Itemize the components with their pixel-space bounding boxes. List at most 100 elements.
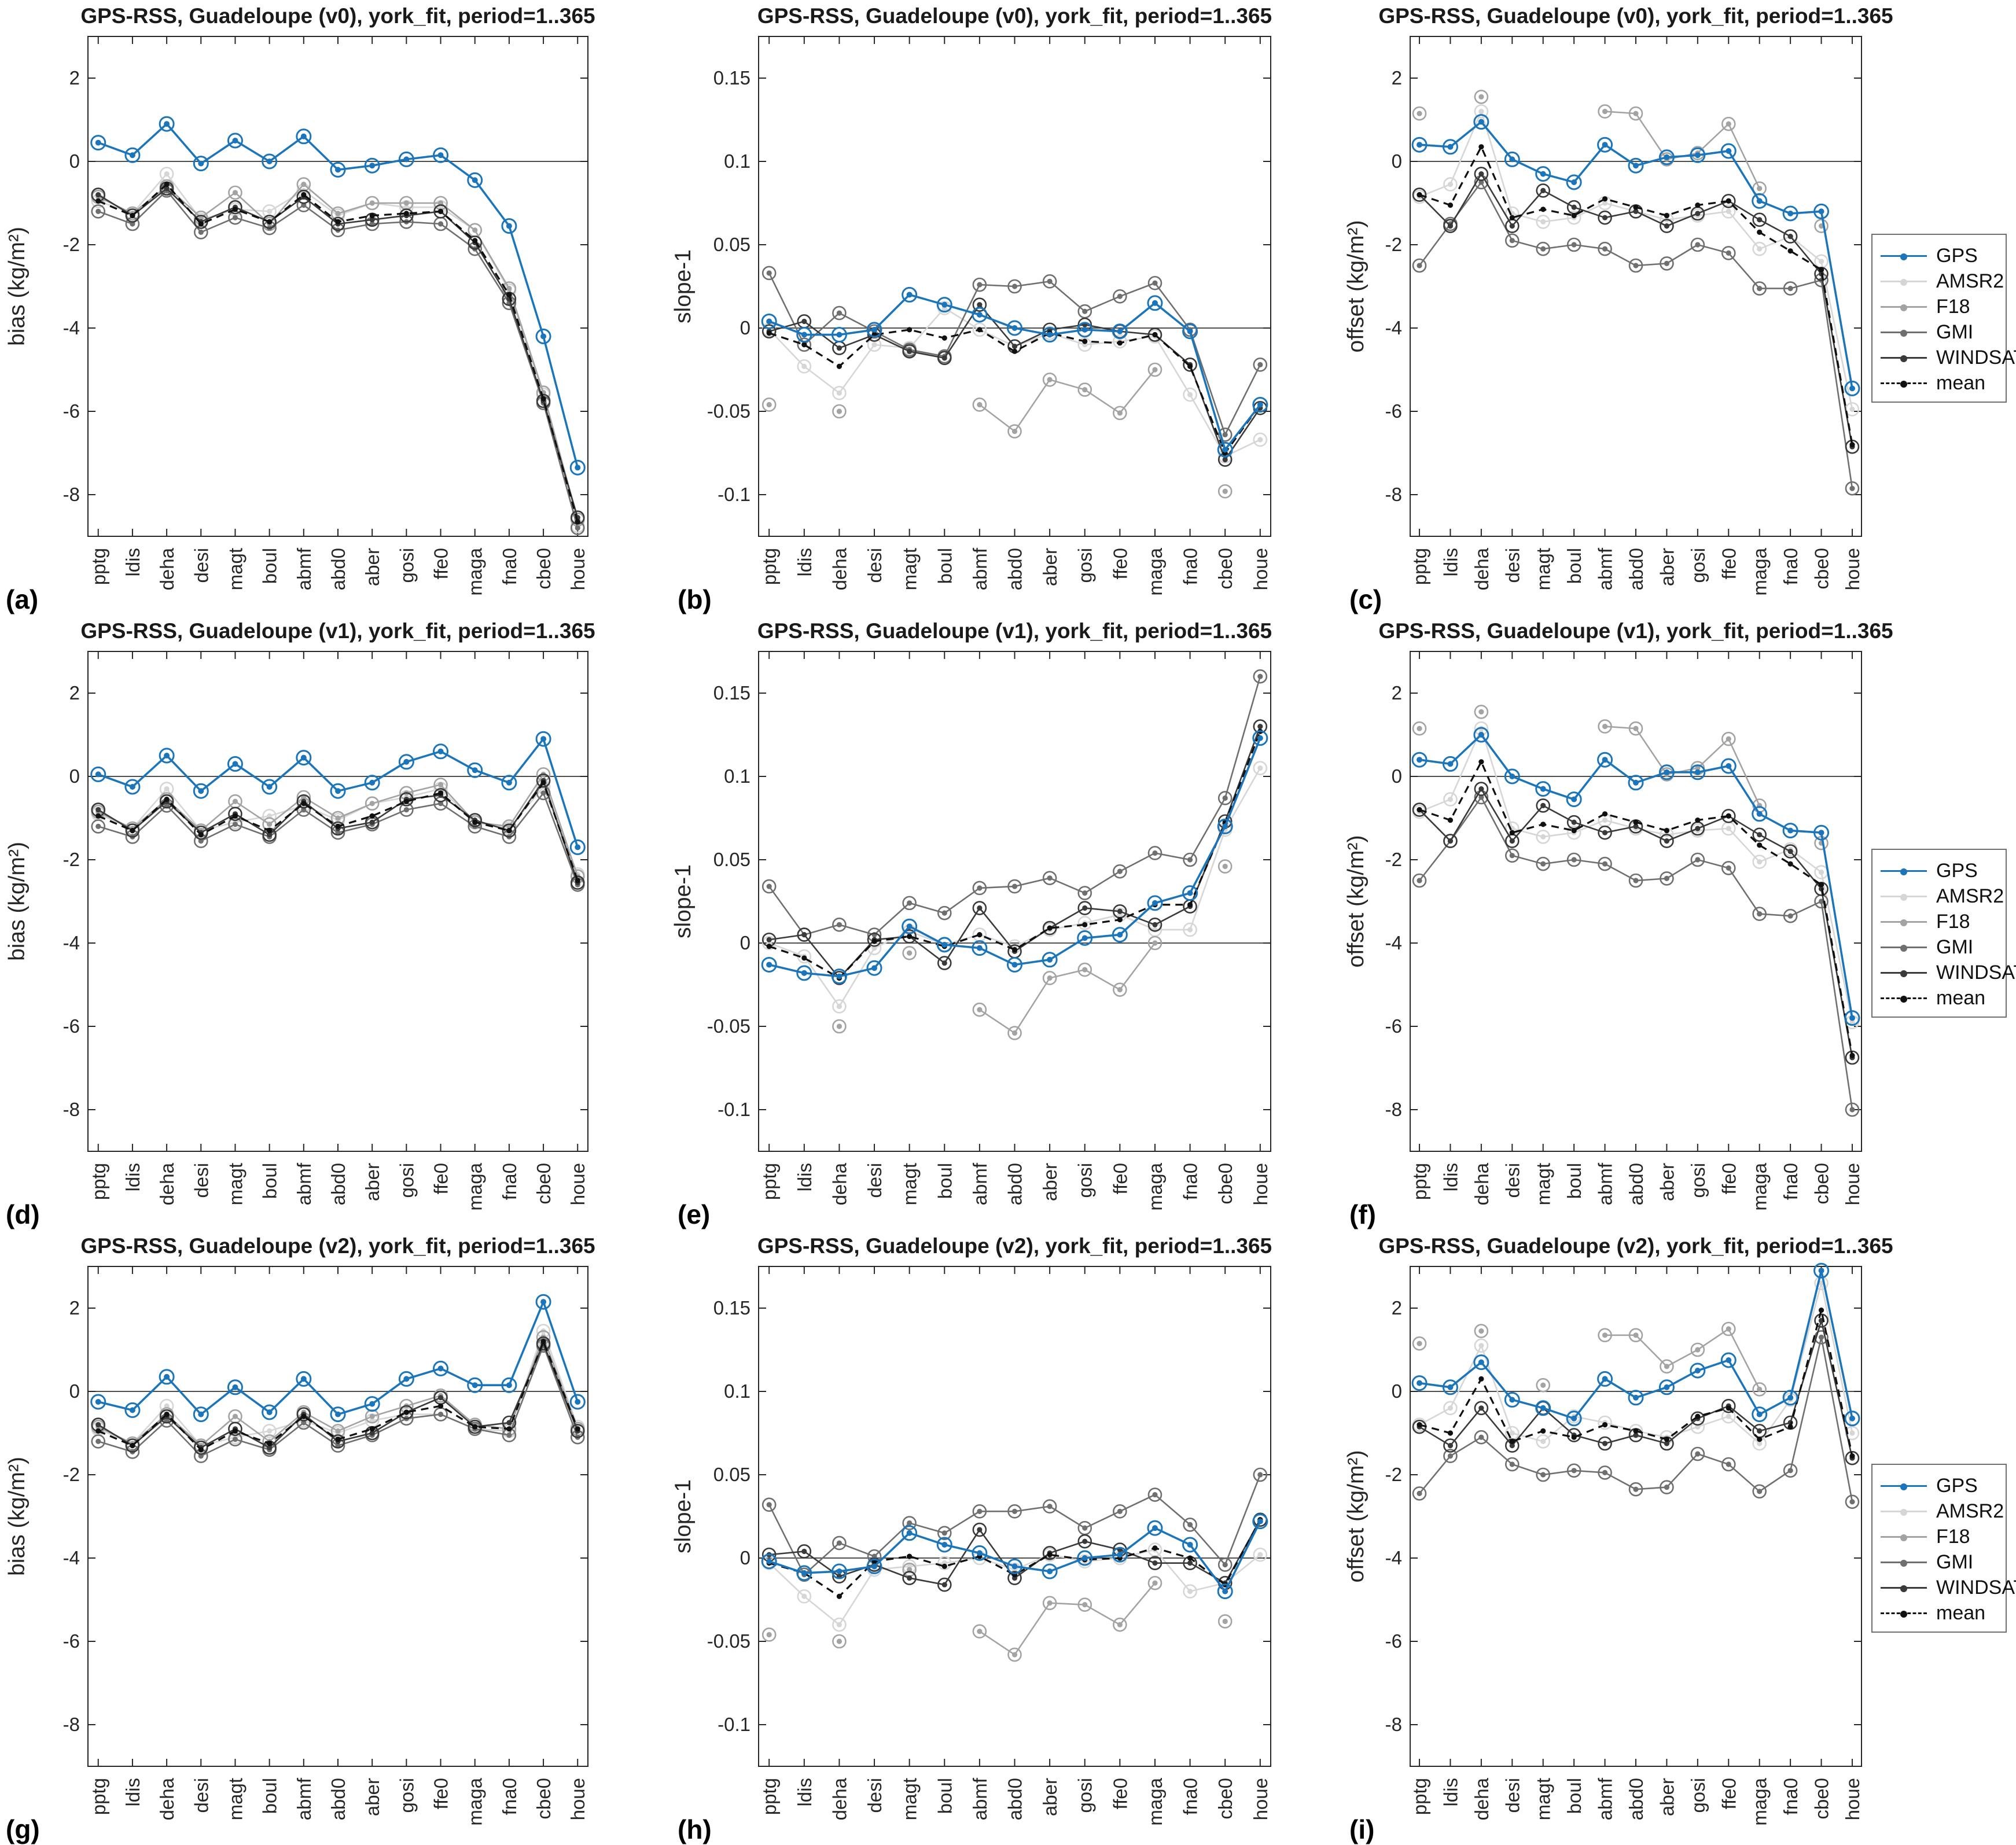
series-gps-ring [501, 775, 517, 791]
x-tick-label: abmf [969, 547, 991, 590]
chart-title: GPS-RSS, Guadeloupe (v2), york_fit, peri… [80, 1234, 595, 1258]
x-tick-label: aber [362, 1163, 383, 1201]
series-mean-marker [335, 823, 341, 829]
series-mean-marker [267, 828, 273, 834]
series-gps-marker [575, 1399, 581, 1405]
x-tick-label: boul [934, 1778, 955, 1814]
legend-line-sample [1881, 1585, 1927, 1592]
series-gmi-ring [1783, 1463, 1798, 1478]
series-f18-marker [836, 1023, 843, 1029]
series-mean-marker [1117, 340, 1123, 346]
series-gmi-marker [1257, 673, 1263, 679]
x-tick-label: ffe0 [431, 548, 452, 579]
series-gmi-ring [1628, 873, 1643, 888]
legend-item-mean: mean [1872, 985, 2006, 1011]
series-gmi-ring [937, 1526, 952, 1541]
series-gps-marker [1756, 811, 1763, 817]
series-gps-marker [266, 784, 273, 790]
series-gps-marker [1694, 152, 1701, 159]
series-f18-marker [836, 1638, 843, 1644]
series-gps-ring [398, 754, 414, 770]
series-gmi-ring [1007, 1504, 1022, 1519]
series-windsat-marker [907, 1575, 913, 1581]
series-windsat-marker [1757, 1428, 1763, 1434]
series-windsat-marker [1695, 211, 1701, 216]
series-f18-ring [1077, 962, 1092, 977]
series-amsr2-marker [871, 945, 877, 951]
series-mean-marker [1695, 1413, 1701, 1419]
series-amsr2-ring [1474, 104, 1489, 119]
series-f18-marker [766, 1632, 772, 1638]
series-windsat-ring [1536, 183, 1551, 198]
series-mean-marker [472, 1424, 478, 1430]
series-windsat-ring [937, 956, 952, 970]
x-tick-label: ffe0 [431, 1163, 452, 1194]
x-tick-label: gosi [396, 1778, 417, 1813]
series-gmi-ring [1217, 428, 1233, 442]
series-gps-ring [1658, 764, 1675, 780]
series-gps-marker [506, 1382, 512, 1389]
series-f18-marker [403, 200, 409, 206]
series-f18-ring [1113, 982, 1127, 997]
series-f18-marker [232, 1413, 238, 1419]
series-mean-marker [130, 1443, 135, 1449]
series-mean-marker [301, 1413, 307, 1419]
x-tick-label: desi [864, 548, 885, 583]
x-tick-label: ffe0 [1718, 1163, 1739, 1194]
series-f18-marker [1152, 367, 1158, 373]
x-tick-label: deha [829, 547, 850, 590]
series-f18-marker [1152, 940, 1158, 946]
series-f18-marker [1417, 111, 1422, 116]
series-gps-ring [433, 1360, 449, 1376]
series-gps-marker [198, 1411, 204, 1417]
series-windsat-marker [1478, 171, 1484, 177]
series-amsr2-marker [836, 1622, 843, 1627]
series-windsat-ring [399, 208, 414, 223]
series-amsr2-ring [1598, 1415, 1612, 1430]
x-tick-label: magt [1533, 1163, 1554, 1205]
y-tick-label: -6 [63, 1630, 80, 1652]
x-tick-label: ldis [1440, 548, 1461, 577]
series-mean-marker [1540, 207, 1546, 212]
series-gps-marker [906, 292, 913, 298]
series-mean-marker [164, 797, 170, 802]
series-gps-marker [1047, 1568, 1053, 1575]
series-f18-marker [1633, 111, 1639, 116]
series-mean [95, 780, 580, 883]
x-tick-label: maga [465, 547, 486, 595]
series-gmi-ring [1183, 852, 1197, 867]
panel-letter: (a) [6, 584, 38, 614]
series-gps-marker [1571, 179, 1577, 185]
series-mean-marker [369, 213, 375, 219]
series-amsr2-marker [164, 1403, 170, 1409]
series-f18-ring [972, 1624, 987, 1639]
series-windsat-marker [836, 345, 843, 351]
series-gmi-marker [1540, 246, 1546, 252]
y-tick-label: 2 [69, 1297, 80, 1319]
series-mean-marker [1849, 1453, 1855, 1459]
series-mean-marker [941, 335, 947, 341]
series-mean-marker [267, 1441, 273, 1446]
legend-item-gps: GPS [1872, 243, 2006, 268]
series-windsat-ring [1443, 834, 1458, 848]
series-gmi-ring [937, 905, 952, 920]
series-gps-marker [1152, 900, 1158, 906]
series-gps-ring [193, 156, 209, 172]
series-gps-ring [1442, 139, 1458, 155]
series-f18-ring [1598, 104, 1612, 119]
series-gps-marker [1478, 732, 1484, 738]
series-gps-ring [1042, 1563, 1058, 1579]
series-amsr2-marker [1849, 1019, 1855, 1025]
y-tick-label: 0.05 [713, 1464, 751, 1485]
series-gmi-marker [1187, 1522, 1193, 1527]
series-windsat-marker [506, 1420, 512, 1426]
panel-c: GPS-RSS, Guadeloupe (v0), york_fit, peri… [1344, 0, 2016, 615]
legend-label: GMI [1936, 1551, 1974, 1573]
x-tick-label: houe [567, 548, 588, 590]
y-tick-label: 0.1 [724, 1380, 751, 1402]
series-gps-ring [296, 1371, 312, 1387]
series-windsat-marker [1011, 344, 1018, 349]
series-gmi-marker [1509, 238, 1515, 244]
series-gmi-ring [1721, 861, 1736, 875]
series-gps-marker [369, 1401, 376, 1407]
